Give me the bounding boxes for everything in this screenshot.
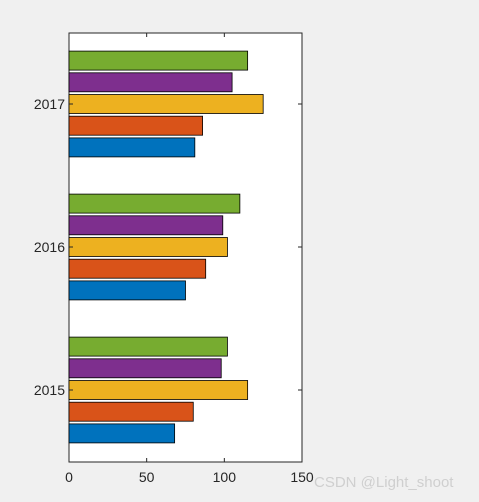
bar-2016-series-1: [68, 280, 186, 301]
y-tick-label-2015: 2015: [34, 382, 65, 398]
y-tick-label-2016: 2016: [34, 239, 65, 255]
x-tick-label-50: 50: [139, 469, 155, 485]
y-tick-label-2017: 2017: [34, 96, 65, 112]
bar-2017-series-4: [68, 72, 233, 93]
tick-labels: 2015 2016 2017 0 50 100 150: [34, 96, 314, 485]
bar-2017-series-1: [68, 137, 196, 158]
axis-ticks: [68, 33, 303, 462]
bar-2015-series-4: [68, 358, 222, 379]
bar-2017-series-5: [68, 50, 249, 71]
bar-2015-series-2: [68, 401, 194, 422]
bar-2015-series-5: [68, 336, 228, 357]
x-tick-label-100: 100: [213, 469, 237, 485]
bar-2016-series-2: [68, 258, 207, 279]
bar-2017-series-2: [68, 115, 203, 136]
x-tick-label-150: 150: [290, 469, 314, 485]
bar-2017-series-3: [68, 94, 264, 114]
bar-2015-series-1: [68, 423, 176, 444]
bars-layer: [68, 50, 264, 444]
bar-2015-series-3: [68, 380, 249, 400]
watermark-text: CSDN @Light_shoot: [314, 474, 454, 491]
bar-2016-series-3: [68, 237, 228, 257]
bar-2016-series-5: [68, 193, 241, 214]
x-tick-label-0: 0: [65, 469, 73, 485]
bar-2016-series-4: [68, 215, 224, 236]
